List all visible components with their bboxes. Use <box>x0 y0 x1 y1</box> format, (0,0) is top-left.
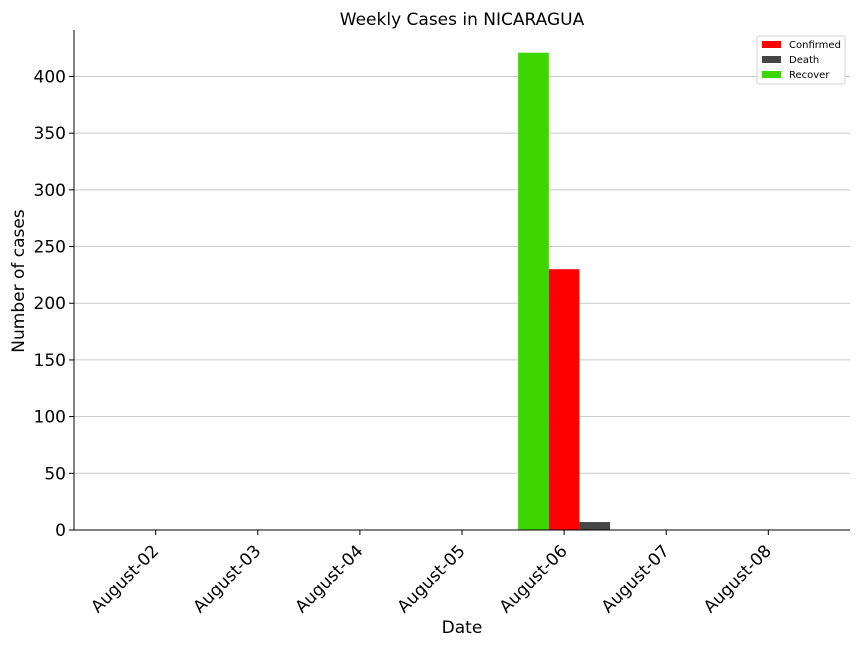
y-tick-label: 150 <box>34 351 66 371</box>
x-ticks: August-02 August-03 August-04 August-05 Augu… <box>87 530 776 617</box>
chart-title: Weekly Cases in NICARAGUA <box>340 10 585 30</box>
y-ticks: 0 50 100 150 200 250 300 350 400 <box>34 67 74 541</box>
legend-label-death: Death <box>789 55 819 66</box>
y-tick-label: 100 <box>34 408 66 428</box>
bar-recover <box>518 52 549 531</box>
x-axis-label: Date <box>442 618 483 638</box>
legend-swatch-recover <box>762 71 781 78</box>
bar-confirmed <box>548 269 580 530</box>
y-tick-label: 0 <box>55 521 66 541</box>
legend-label-recover: Recover <box>789 70 830 81</box>
y-tick-label: 350 <box>34 124 66 144</box>
y-tick-label: 300 <box>34 181 66 201</box>
legend-label-confirmed: Confirmed <box>789 40 841 51</box>
grid-lines <box>74 75 850 474</box>
x-tick-label: August-03 <box>189 541 265 617</box>
x-tick-label: August-02 <box>87 541 163 617</box>
bars <box>518 52 611 531</box>
x-tick-label: August-08 <box>700 541 776 617</box>
legend: Confirmed Death Recover <box>756 35 846 85</box>
y-axis-label: Number of cases <box>9 209 29 353</box>
x-tick-label: August-07 <box>598 541 674 617</box>
x-tick-label: August-04 <box>292 541 368 617</box>
bar-death <box>579 522 611 530</box>
y-tick-label: 250 <box>34 238 66 258</box>
y-tick-label: 50 <box>44 464 66 484</box>
legend-swatch-death <box>762 56 781 63</box>
y-tick-label: 400 <box>34 67 66 87</box>
axes <box>73 30 850 531</box>
x-tick-label: August-06 <box>496 541 572 617</box>
x-tick-label: August-05 <box>394 541 470 617</box>
legend-swatch-confirmed <box>762 41 781 48</box>
y-tick-label: 200 <box>34 294 66 314</box>
